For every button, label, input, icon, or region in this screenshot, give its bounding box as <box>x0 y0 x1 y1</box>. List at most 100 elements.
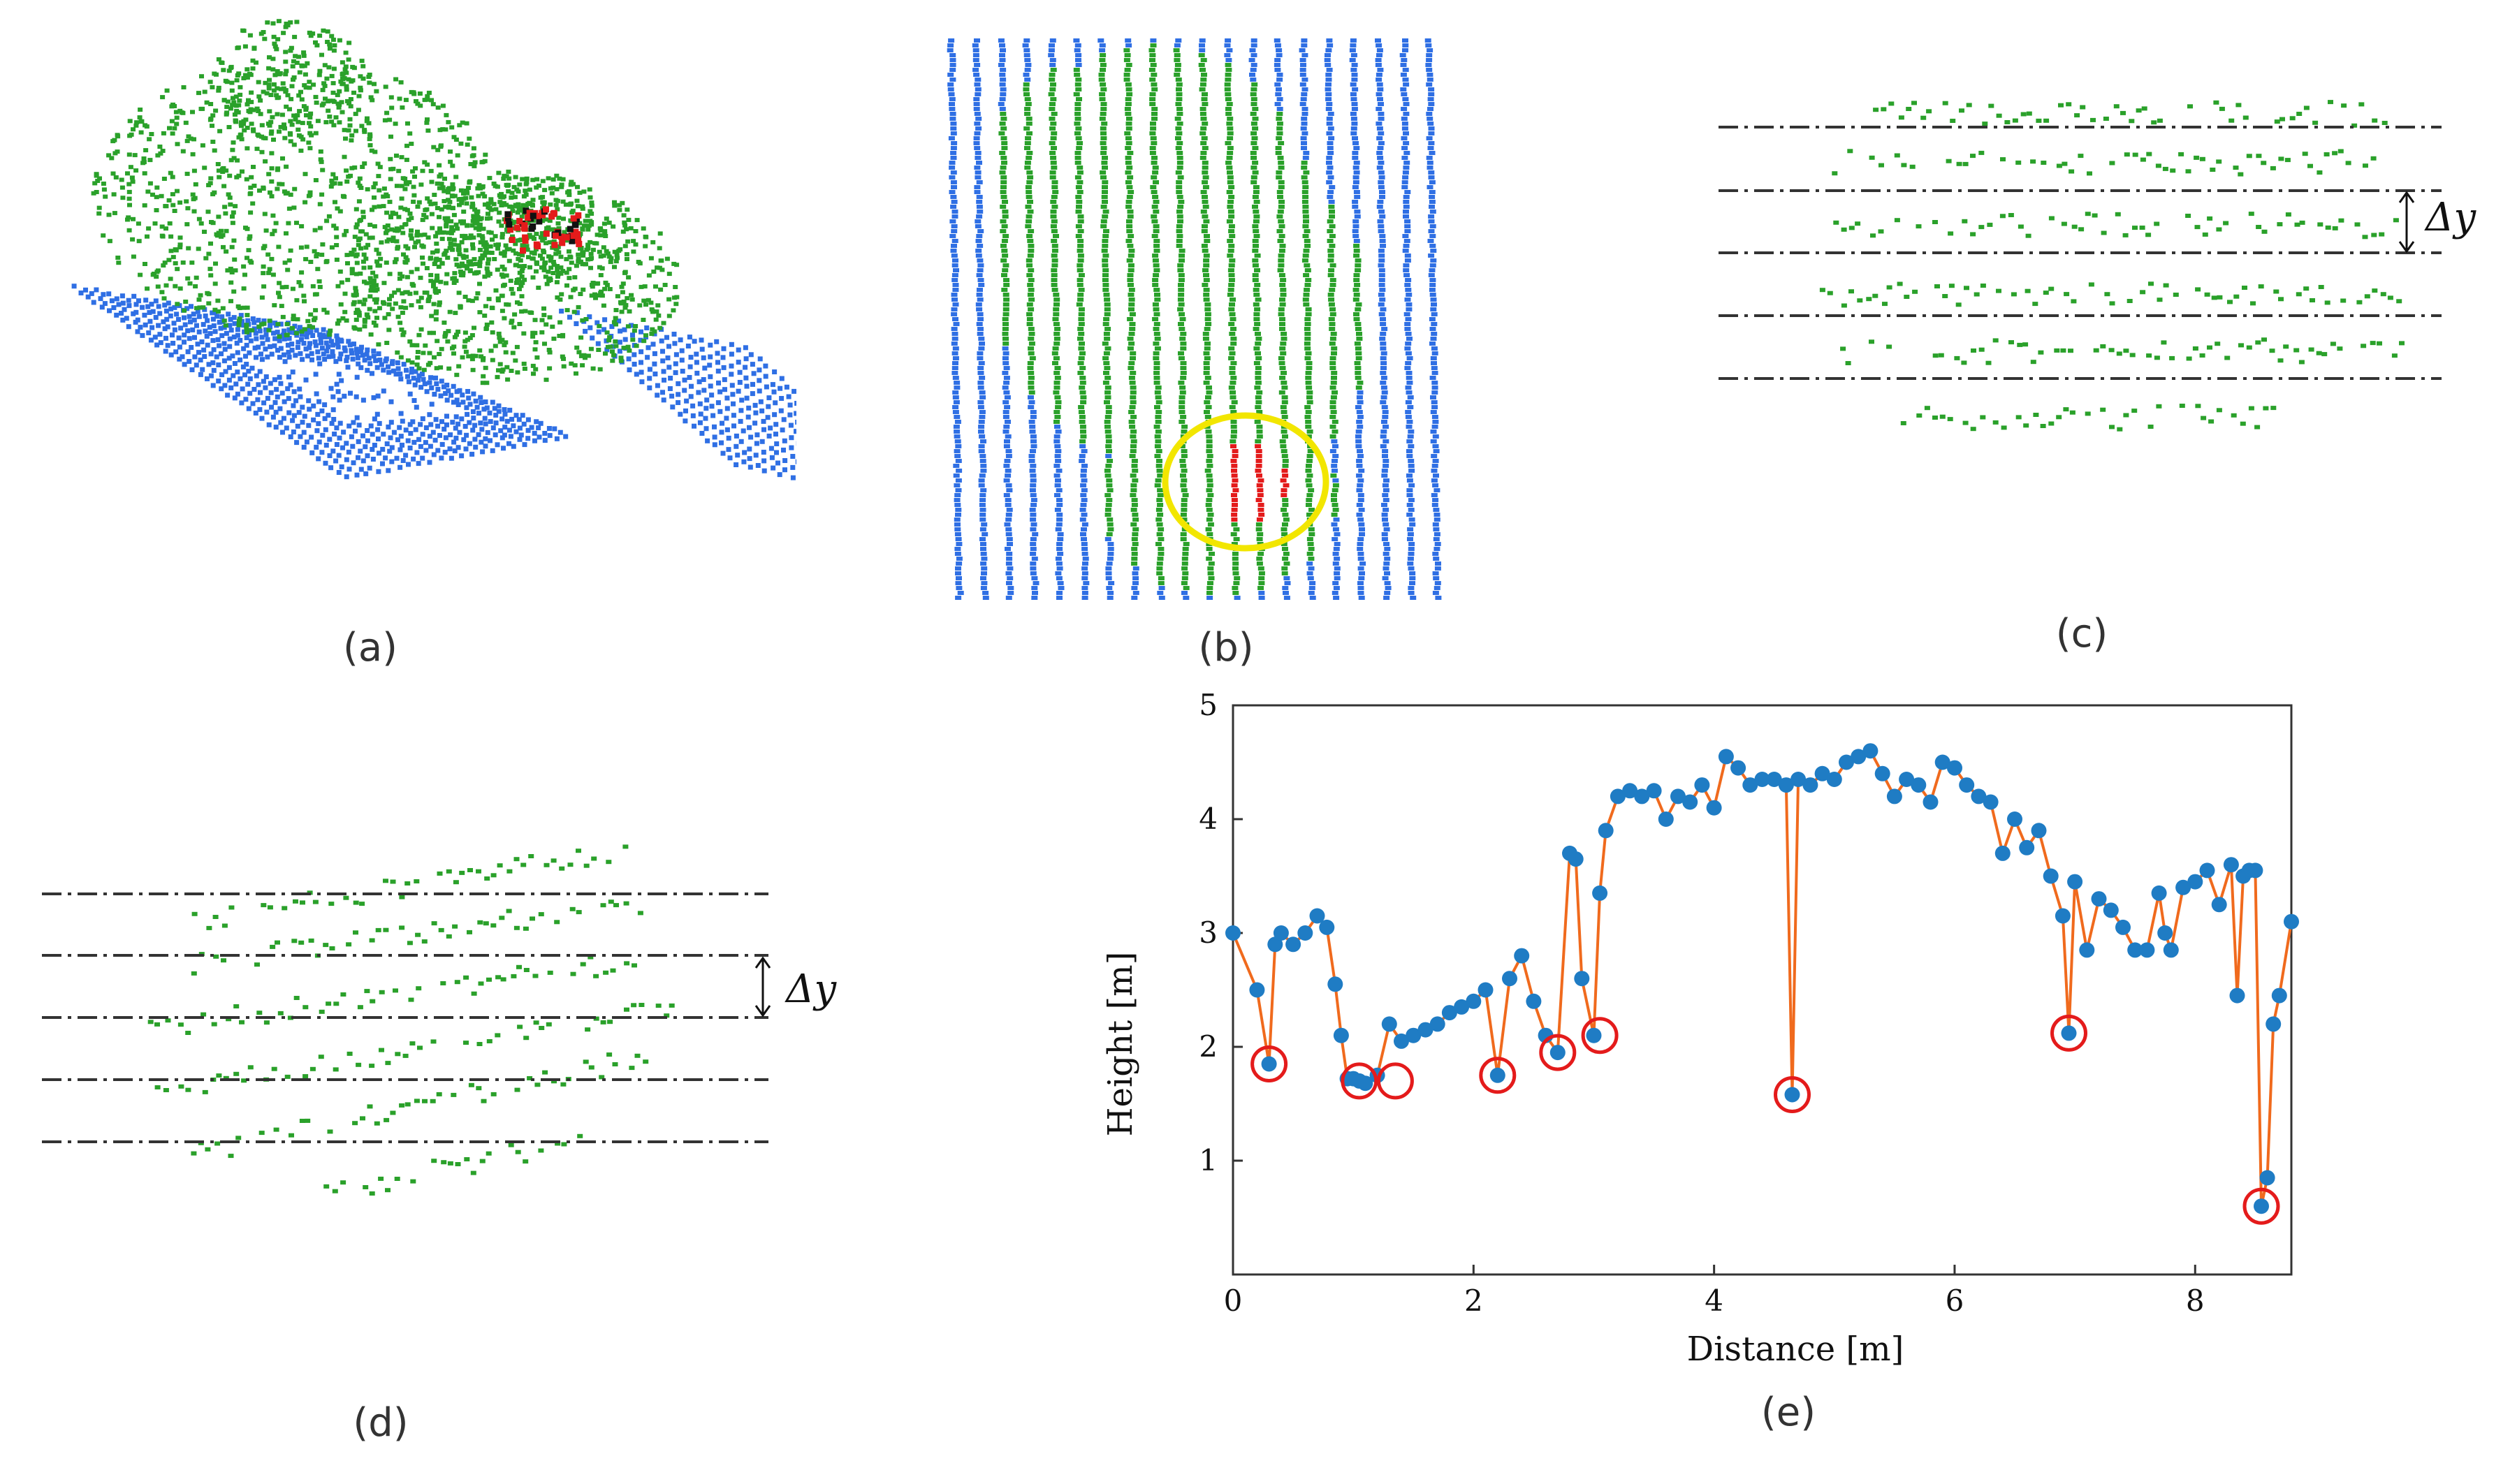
data-point <box>1670 788 1686 805</box>
data-point <box>2199 862 2215 879</box>
data-point <box>1934 754 1950 770</box>
x-tick-label: 6 <box>1946 1284 1964 1318</box>
caption-e: (e) <box>1760 1390 1816 1435</box>
caption-d: (d) <box>353 1400 409 1446</box>
data-point <box>2266 1016 2282 1032</box>
data-point <box>1754 772 1770 787</box>
vegetation-points <box>91 19 680 385</box>
data-point <box>2091 891 2107 907</box>
minimum-marker <box>1479 1057 1517 1094</box>
data-point <box>2031 823 2047 839</box>
slices-horizontal-plot: Δy <box>1719 100 2476 432</box>
y-tick-label: 2 <box>1199 1029 1218 1064</box>
panel-b-point-cloud-top <box>936 28 1481 615</box>
minimum-marker <box>1539 1034 1577 1071</box>
panel-d-slices-tilted: Δy <box>28 803 866 1236</box>
data-point <box>1261 1056 1277 1072</box>
data-point <box>1718 749 1734 765</box>
plot-frame <box>1232 704 2293 1276</box>
data-point <box>1592 885 1608 901</box>
target-points <box>504 206 583 254</box>
minimum-marker <box>1376 1062 1414 1100</box>
caption-a: (a) <box>342 625 397 670</box>
y-tick-label: 3 <box>1199 916 1218 950</box>
x-tick-label: 8 <box>2186 1284 2205 1318</box>
data-point <box>2254 1198 2269 1214</box>
data-point <box>2163 942 2179 958</box>
slice-lines <box>42 892 768 1143</box>
data-point <box>2019 839 2035 855</box>
data-point <box>1225 925 1241 941</box>
data-point <box>2284 913 2299 930</box>
panel-a-point-cloud-3d <box>56 14 796 538</box>
data-point <box>1814 765 1830 781</box>
data-point <box>1622 783 1638 799</box>
data-point <box>1646 783 1662 799</box>
data-point <box>1784 1087 1800 1103</box>
slice-lines <box>1719 126 2442 380</box>
minimum-marker <box>1250 1045 1288 1082</box>
delta-y-label-c: Δy <box>2424 195 2476 240</box>
data-point <box>2079 942 2095 958</box>
slice-points <box>1819 100 2405 432</box>
minimum-marker <box>2050 1014 2087 1052</box>
y-axis-label: Height [m] <box>1101 952 1140 1137</box>
minimum-marker <box>1581 1017 1619 1055</box>
data-point <box>1839 754 1854 770</box>
data-point <box>2103 902 2119 918</box>
data-point <box>1862 743 1878 759</box>
ground-points <box>71 284 796 480</box>
data-point <box>1549 1045 1566 1061</box>
data-point <box>1429 1016 1445 1032</box>
y-ticks: 1 2 3 4 5 <box>1199 688 1243 1276</box>
data-points <box>1225 743 2299 1214</box>
data-point <box>1994 845 2011 861</box>
point-cloud-top-plot <box>947 38 1442 600</box>
y-tick-label: 5 <box>1199 688 1218 722</box>
x-ticks: 0 2 4 6 8 <box>1224 1265 2205 1318</box>
data-point <box>1574 971 1590 987</box>
data-point <box>1778 777 1794 793</box>
data-point <box>1327 976 1343 992</box>
data-point <box>1454 999 1470 1015</box>
data-point <box>1911 777 1927 793</box>
data-point <box>2211 897 2227 913</box>
data-point <box>1634 788 1650 805</box>
delta-y-arrowheads-c <box>2398 191 2415 254</box>
data-point <box>1394 1033 1409 1049</box>
data-point <box>1874 765 1890 781</box>
data-point <box>1478 982 1494 998</box>
data-point <box>1802 777 1818 793</box>
x-axis-label: Distance [m] <box>1687 1330 1904 1369</box>
data-point <box>2067 874 2083 890</box>
data-point <box>1851 749 1867 765</box>
data-point <box>1598 823 1614 839</box>
data-point <box>2061 1025 2077 1041</box>
x-tick-label: 0 <box>1224 1284 1243 1318</box>
x-tick-label: 4 <box>1705 1284 1723 1318</box>
data-point <box>1526 993 1542 1009</box>
data-point <box>1514 948 1530 964</box>
data-point <box>1285 936 1301 953</box>
y-tick-label: 1 <box>1199 1143 1218 1177</box>
data-point <box>1742 777 1758 793</box>
data-point <box>2115 919 2131 935</box>
y-tick-label: 4 <box>1199 802 1218 836</box>
data-point <box>1682 794 1698 810</box>
caption-c: (c) <box>2055 611 2108 656</box>
data-point <box>1273 925 1289 941</box>
data-point <box>1568 851 1584 867</box>
data-point <box>1923 794 1939 810</box>
delta-y-arrowheads-d <box>754 956 771 1018</box>
data-point <box>1766 772 1782 787</box>
data-point <box>1706 800 1722 816</box>
minimum-marker <box>1774 1076 1811 1113</box>
data-point <box>1502 971 1517 987</box>
data-point <box>1417 1022 1433 1038</box>
data-point <box>2127 942 2143 958</box>
data-point <box>1730 760 1746 776</box>
minimum-marker <box>2242 1187 2280 1225</box>
data-point <box>1406 1027 1422 1043</box>
data-point <box>1899 772 1915 787</box>
data-point <box>2223 857 2239 873</box>
